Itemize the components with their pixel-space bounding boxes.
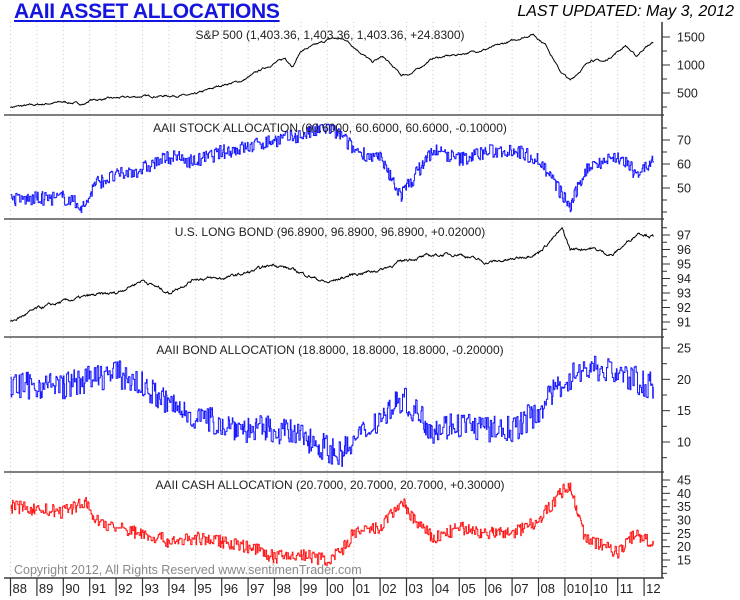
x-tick-label: 89 (39, 581, 53, 596)
y-tick-label: 1000 (677, 59, 705, 73)
x-tick-label: 12 (646, 581, 660, 596)
y-tick-label: 92 (677, 301, 691, 315)
y-tick-label: 95 (677, 258, 691, 272)
x-tick-label: 98 (277, 581, 291, 596)
x-tick-label: 93 (145, 581, 159, 596)
y-tick-label: 20 (677, 540, 691, 554)
y-tick-label: 35 (677, 500, 691, 514)
x-tick-label: 95 (197, 581, 211, 596)
x-tick-label: 94 (171, 581, 185, 596)
stock-allocation-series-line (10, 123, 654, 213)
us-long-bond-panel-title: U.S. LONG BOND (96.8900, 96.8900, 96.890… (175, 225, 486, 239)
x-tick-label: 90 (65, 581, 79, 596)
bond-allocation-series-line (10, 355, 654, 467)
cash-allocation-series-line (10, 482, 654, 566)
y-tick-label: 40 (677, 487, 691, 501)
x-tick-label: 05 (461, 581, 475, 596)
x-tick-label: 99 (303, 581, 317, 596)
y-tick-label: 50 (677, 182, 691, 196)
y-tick-label: 93 (677, 287, 691, 301)
chart-title[interactable]: AAII ASSET ALLOCATIONS (14, 0, 280, 23)
last-updated: LAST UPDATED: May 3, 2012 (517, 3, 734, 20)
y-tick-label: 20 (677, 373, 691, 387)
y-tick-label: 94 (677, 272, 691, 286)
x-tick-label: 010 (567, 581, 589, 596)
bond-allocation-panel-title: AAII BOND ALLOCATION (18.8000, 18.8000, … (156, 343, 503, 357)
sp500-panel-title: S&P 500 (1,403.36, 1,403.36, 1,403.36, +… (196, 28, 465, 42)
us-long-bond-series-line (10, 227, 654, 322)
y-tick-label: 70 (677, 134, 691, 148)
x-tick-label: 97 (250, 581, 264, 596)
x-tick-label: 11 (620, 581, 634, 596)
y-tick-label: 25 (677, 527, 691, 541)
x-tick-label: 07 (514, 581, 528, 596)
x-tick-label: 04 (435, 581, 449, 596)
x-tick-label: 10 (593, 581, 607, 596)
x-tick-label: 08 (541, 581, 555, 596)
x-tick-label: 91 (92, 581, 106, 596)
stock-allocation-panel-title: AAII STOCK ALLOCATION (60.6000, 60.6000,… (153, 121, 507, 135)
y-tick-label: 10 (677, 436, 691, 450)
x-tick-label: 02 (382, 581, 396, 596)
y-tick-label: 15 (677, 554, 691, 568)
y-tick-label: 96 (677, 243, 691, 257)
x-tick-label: 00 (329, 581, 343, 596)
x-tick-label: 96 (224, 581, 238, 596)
x-tick-label: 88 (13, 581, 27, 596)
y-tick-label: 25 (677, 342, 691, 356)
y-tick-label: 91 (677, 316, 691, 330)
copyright-text: Copyright 2012, All Rights Reserved www.… (14, 563, 362, 577)
x-tick-label: 92 (118, 581, 132, 596)
x-tick-label: 03 (409, 581, 423, 596)
y-tick-label: 45 (677, 474, 691, 488)
sp500-series-line (10, 33, 654, 109)
y-tick-label: 60 (677, 158, 691, 172)
x-tick-label: 01 (356, 581, 370, 596)
y-tick-label: 1500 (677, 31, 705, 45)
y-tick-label: 500 (677, 87, 698, 101)
y-tick-label: 15 (677, 404, 691, 418)
y-tick-label: 97 (677, 229, 691, 243)
cash-allocation-panel-title: AAII CASH ALLOCATION (20.7000, 20.7000, … (156, 478, 505, 492)
x-tick-label: 06 (488, 581, 502, 596)
y-tick-label: 30 (677, 514, 691, 528)
